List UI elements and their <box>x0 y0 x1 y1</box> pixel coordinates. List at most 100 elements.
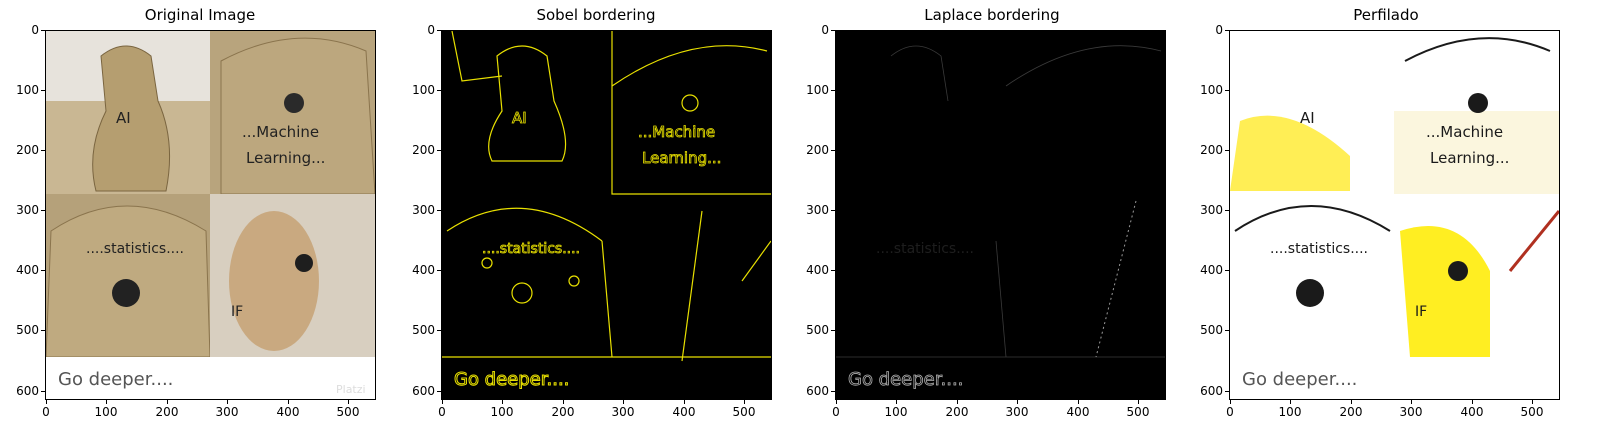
y-tick-label: 300 <box>1200 203 1223 217</box>
y-tick-label: 400 <box>806 263 829 277</box>
panel-title: Perfilado <box>1353 6 1419 24</box>
y-tick-mark <box>831 391 835 392</box>
x-tick-mark <box>1230 400 1231 404</box>
x-tick-mark <box>563 400 564 404</box>
dog-eye-dark <box>1448 261 1468 281</box>
x-tick-mark <box>106 400 107 404</box>
y-tick-mark <box>41 391 45 392</box>
panel-laplace: Laplace bordering ....statistics.... Go … <box>792 0 1192 444</box>
x-tick-mark <box>1532 400 1533 404</box>
y-tick-mark <box>1225 150 1229 151</box>
perfilado-label-statistics: ....statistics.... <box>1270 241 1368 257</box>
y-tick-label: 500 <box>1200 323 1223 337</box>
x-tick-label: 100 <box>1278 405 1302 419</box>
x-tick-mark <box>896 400 897 404</box>
y-tick-label: 100 <box>412 83 435 97</box>
y-tick-mark <box>41 330 45 331</box>
panel-original: Original Image AI ...Machine Learning...… <box>0 0 400 444</box>
image-frame: AI ...Machine Learning... ....statistics… <box>45 30 376 400</box>
y-tick-label: 400 <box>1200 263 1223 277</box>
y-tick-mark <box>41 30 45 31</box>
laplace-label-statistics: ....statistics.... <box>876 241 974 257</box>
y-tick-label: 500 <box>806 323 829 337</box>
y-tick-mark <box>437 30 441 31</box>
x-tick-label: 0 <box>1226 405 1234 419</box>
perfilado-label-if: IF <box>1415 304 1427 320</box>
dark-contour-left <box>1234 205 1391 232</box>
y-tick-label: 0 <box>427 23 435 37</box>
image-frame: AI ...Machine Learning... ....statistics… <box>441 30 772 400</box>
perfilado-label-ai: AI <box>1300 109 1315 127</box>
y-tick-label: 300 <box>806 203 829 217</box>
perfilado-image: AI ...Machine Learning... ....statistics… <box>1230 31 1559 399</box>
x-tick-mark <box>744 400 745 404</box>
y-tick-mark <box>41 270 45 271</box>
y-tick-mark <box>831 30 835 31</box>
yellow-highlight-2 <box>1400 226 1490 357</box>
x-tick-label: 200 <box>551 405 575 419</box>
x-tick-mark <box>167 400 168 404</box>
dog-eye <box>295 254 313 272</box>
original-image: AI ...Machine Learning... ....statistics… <box>46 31 375 399</box>
y-tick-label: 600 <box>1200 384 1223 398</box>
label-learning: Learning... <box>246 149 325 167</box>
x-tick-label: 300 <box>1399 405 1423 419</box>
x-tick-mark <box>442 400 443 404</box>
red-edge-right <box>1508 210 1559 272</box>
x-tick-label: 400 <box>276 405 300 419</box>
y-tick-mark <box>1225 270 1229 271</box>
yellow-highlight-1 <box>1230 115 1350 191</box>
y-tick-label: 500 <box>412 323 435 337</box>
sobel-label-go-deeper: Go deeper.... <box>454 369 569 390</box>
y-tick-mark <box>437 391 441 392</box>
y-tick-mark <box>41 90 45 91</box>
y-tick-label: 200 <box>412 143 435 157</box>
y-tick-label: 0 <box>1215 23 1223 37</box>
dog-nose-dark-2 <box>1296 279 1324 307</box>
x-tick-label: 0 <box>42 405 50 419</box>
y-tick-mark <box>831 90 835 91</box>
panel-title: Original Image <box>144 6 256 24</box>
sobel-label-machine: ...Machine <box>638 123 715 141</box>
x-tick-mark <box>227 400 228 404</box>
sobel-label-statistics: ....statistics.... <box>482 241 580 257</box>
dog-nose-2 <box>112 279 140 307</box>
laplace-background <box>836 31 1165 399</box>
y-tick-mark <box>1225 90 1229 91</box>
y-tick-label: 100 <box>16 83 39 97</box>
label-if: IF <box>231 304 243 320</box>
warm-block <box>1394 111 1559 194</box>
y-tick-mark <box>831 330 835 331</box>
label-go-deeper: Go deeper.... <box>58 369 173 390</box>
x-tick-mark <box>1138 400 1139 404</box>
sobel-label-ai: AI <box>512 109 527 127</box>
y-tick-label: 0 <box>31 23 39 37</box>
sobel-edges <box>442 31 771 362</box>
x-tick-mark <box>957 400 958 404</box>
sobel-label-learning: Learning... <box>642 149 721 167</box>
x-tick-label: 100 <box>490 405 514 419</box>
y-tick-mark <box>831 150 835 151</box>
x-tick-label: 300 <box>611 405 635 419</box>
y-tick-mark <box>1225 210 1229 211</box>
x-tick-label: 200 <box>1339 405 1363 419</box>
y-tick-label: 100 <box>806 83 829 97</box>
label-machine: ...Machine <box>242 123 319 141</box>
x-tick-label: 500 <box>1126 405 1150 419</box>
laplace-image: ....statistics.... Go deeper.... <box>836 31 1165 399</box>
x-tick-mark <box>348 400 349 404</box>
laplace-bright-edge <box>1095 200 1137 358</box>
y-tick-label: 200 <box>16 143 39 157</box>
caption-strip <box>46 357 375 399</box>
laplace-label-go-deeper: Go deeper.... <box>848 369 963 390</box>
cardboard-cutout-1 <box>92 45 171 192</box>
y-tick-label: 600 <box>16 384 39 398</box>
sobel-image: AI ...Machine Learning... ....statistics… <box>442 31 771 399</box>
panel-perfilado: Perfilado AI ...Machine Learning... ....… <box>1186 0 1586 444</box>
dog-nose-dark-1 <box>1468 93 1488 113</box>
perfilado-background <box>1230 31 1559 399</box>
y-tick-mark <box>1225 30 1229 31</box>
cardboard-cutout-2 <box>220 37 375 195</box>
x-tick-mark <box>46 400 47 404</box>
label-ai: AI <box>116 109 131 127</box>
